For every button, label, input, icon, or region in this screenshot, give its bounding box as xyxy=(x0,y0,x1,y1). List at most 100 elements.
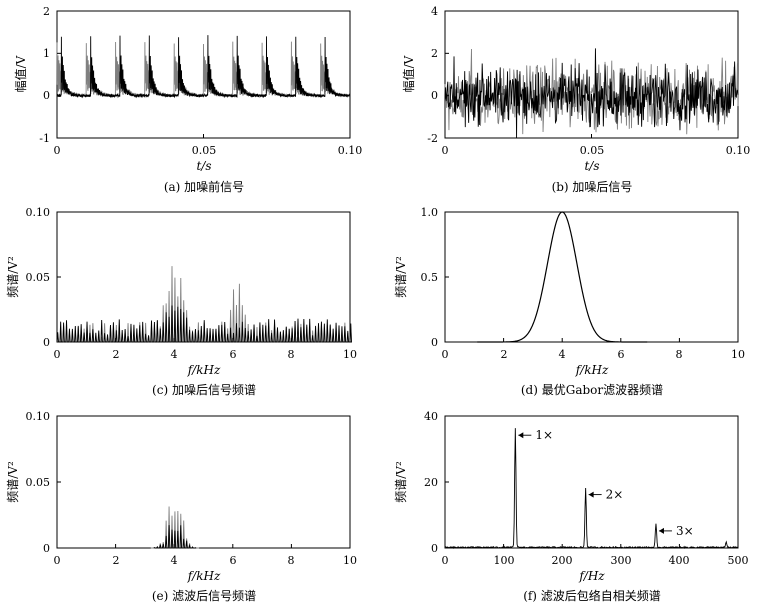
y-tick-a-3: -1 xyxy=(39,132,50,145)
x-tick-c-5: 10 xyxy=(343,348,357,361)
caption-b: (b) 加噪后信号 xyxy=(552,180,633,194)
x-tick-f-3: 300 xyxy=(611,554,632,567)
panel-c: 0.10 0.05 0 0 2 4 6 8 10 f/kHz 频谱/V² (c)… xyxy=(6,206,357,397)
y-tick-f-2: 0 xyxy=(431,542,438,555)
series-line-a-1 xyxy=(56,35,351,99)
x-tick-f-4: 400 xyxy=(669,554,690,567)
x-tick-c-4: 8 xyxy=(288,348,295,361)
x-tick-f-2: 200 xyxy=(552,554,573,567)
x-tick-f-1: 100 xyxy=(494,554,515,567)
x-tick-f-0: 0 xyxy=(442,554,449,567)
x-axis-label-b: t/s xyxy=(584,159,599,173)
y-tick-d-0: 1.0 xyxy=(421,206,439,219)
x-tick-c-2: 4 xyxy=(171,348,178,361)
x-axis-label-a: t/s xyxy=(196,159,211,173)
annotation-label-f-2: 3× xyxy=(676,524,694,538)
plot-frame-b xyxy=(444,10,739,139)
y-tick-a-1: 1 xyxy=(43,47,50,60)
y-tick-d-1: 0.5 xyxy=(421,271,439,284)
x-tick-d-3: 6 xyxy=(618,348,625,361)
x-tick-d-4: 8 xyxy=(676,348,683,361)
series-group-d xyxy=(444,211,739,343)
x-axis-label-d: f/kHz xyxy=(575,363,609,377)
x-tick-a-2: 0.10 xyxy=(338,144,363,157)
x-tick-e-2: 4 xyxy=(171,554,178,567)
y-axis-label-c: 频谱/V² xyxy=(6,256,20,298)
plot-frame-e xyxy=(56,415,351,549)
annotation-arrowhead-f-0 xyxy=(518,432,524,439)
x-tick-a-1: 0.05 xyxy=(192,144,217,157)
x-tick-d-2: 4 xyxy=(559,348,566,361)
x-tick-f-5: 500 xyxy=(728,554,749,567)
y-tick-c-0: 0.10 xyxy=(26,206,51,219)
series-line-c-1 xyxy=(56,305,352,343)
y-tick-e-0: 0.10 xyxy=(26,410,51,423)
y-tick-b-2: 0 xyxy=(431,89,438,102)
plot-frame-c xyxy=(56,211,351,343)
x-tick-e-4: 8 xyxy=(288,554,295,567)
y-tick-a-2: 0 xyxy=(43,89,50,102)
series-line-a-0 xyxy=(56,41,351,99)
series-group-f xyxy=(444,415,739,550)
y-tick-b-1: 2 xyxy=(431,47,438,60)
y-tick-f-0: 40 xyxy=(424,410,438,423)
y-axis-label-d: 频谱/V² xyxy=(394,256,408,298)
x-axis-label-f: f/Hz xyxy=(578,569,605,583)
annotation-label-f-0: 1× xyxy=(535,428,553,442)
series-group-b xyxy=(444,10,739,139)
y-tick-e-2: 0 xyxy=(43,542,50,555)
x-tick-a-0: 0 xyxy=(54,144,61,157)
panel-b: 4 2 0 -2 0 0.05 0.10 t/s 幅值/V (b) 加噪后信号 xyxy=(401,5,750,194)
plot-frame-d xyxy=(444,211,739,343)
caption-f: (f) 滤波后包络自相关频谱 xyxy=(523,588,661,603)
x-tick-b-1: 0.05 xyxy=(580,144,605,157)
y-tick-c-1: 0.05 xyxy=(26,271,51,284)
annotation-arrowhead-f-2 xyxy=(658,527,664,534)
x-tick-e-0: 0 xyxy=(54,554,61,567)
panel-d: 1.0 0.5 0 0 2 4 6 8 10 f/kHz 频谱/V² (d) 最… xyxy=(394,206,745,397)
x-tick-e-3: 6 xyxy=(230,554,237,567)
y-tick-a-0: 2 xyxy=(43,5,50,18)
panel-a: 2 1 0 -1 0 0.05 0.10 t/s 幅值/V (a) 加噪前信号 xyxy=(13,5,362,194)
x-tick-b-0: 0 xyxy=(442,144,449,157)
x-tick-d-0: 0 xyxy=(442,348,449,361)
caption-d: (d) 最优Gabor滤波器频谱 xyxy=(521,383,663,397)
x-axis-label-e: f/kHz xyxy=(187,569,221,583)
plot-frame-f xyxy=(444,415,739,549)
x-tick-c-1: 2 xyxy=(113,348,120,361)
annotation-label-f-1: 2× xyxy=(606,488,624,502)
x-tick-e-5: 10 xyxy=(343,554,357,567)
y-axis-label-b: 幅值/V xyxy=(401,55,416,92)
y-axis-label-e: 频谱/V² xyxy=(6,461,20,503)
y-axis-label-a: 幅值/V xyxy=(13,55,28,92)
y-tick-b-3: -2 xyxy=(427,132,438,145)
series-line-f-0 xyxy=(444,428,739,550)
x-tick-e-1: 2 xyxy=(113,554,120,567)
x-tick-d-5: 10 xyxy=(731,348,745,361)
x-tick-c-0: 0 xyxy=(54,348,61,361)
annotation-group-f: 1× 2× 3× xyxy=(518,428,694,538)
panel-f: 40 20 0 0 100 200 300 400 500 f/Hz 频谱/V²… xyxy=(394,410,749,603)
series-group-e xyxy=(56,415,351,549)
series-line-e-0 xyxy=(150,506,200,549)
y-tick-e-1: 0.05 xyxy=(26,476,51,489)
x-tick-c-3: 6 xyxy=(230,348,237,361)
series-line-e-1 xyxy=(153,525,197,549)
y-tick-d-2: 0 xyxy=(431,336,438,349)
caption-a: (a) 加噪前信号 xyxy=(164,179,244,194)
series-line-b-1 xyxy=(444,48,739,139)
series-group-c xyxy=(56,211,352,343)
x-axis-label-c: f/kHz xyxy=(187,363,221,377)
caption-e: (e) 滤波后信号频谱 xyxy=(152,589,256,603)
panel-e: 0.10 0.05 0 0 2 4 6 8 10 f/kHz 频谱/V² (e)… xyxy=(6,410,357,603)
annotation-arrowhead-f-1 xyxy=(588,491,594,498)
x-tick-b-2: 0.10 xyxy=(726,144,751,157)
y-axis-label-f: 频谱/V² xyxy=(394,461,408,503)
y-tick-c-2: 0 xyxy=(43,336,50,349)
series-group-a xyxy=(56,10,351,139)
x-tick-d-1: 2 xyxy=(501,348,508,361)
y-tick-b-0: 4 xyxy=(431,5,438,18)
y-tick-f-1: 20 xyxy=(424,476,438,489)
caption-c: (c) 加噪后信号频谱 xyxy=(152,383,256,397)
